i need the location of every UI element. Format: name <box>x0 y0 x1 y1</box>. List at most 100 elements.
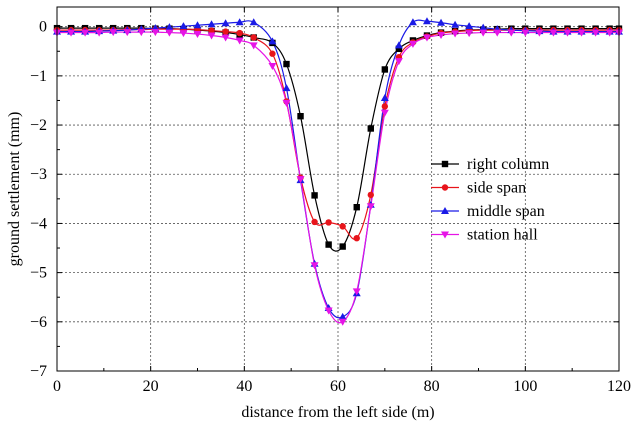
point-side-span <box>325 219 332 226</box>
point-right-column <box>297 113 304 120</box>
point-station-hall <box>123 29 132 37</box>
point-station-hall <box>249 42 258 50</box>
x-tick-label: 100 <box>513 378 537 395</box>
x-tick-label: 120 <box>607 378 631 395</box>
point-station-hall <box>221 34 230 42</box>
point-middle-span <box>207 20 216 28</box>
x-tick-label: 60 <box>330 378 346 395</box>
grid <box>57 7 619 371</box>
point-middle-span <box>408 18 417 26</box>
point-station-hall <box>408 40 417 48</box>
point-middle-span <box>179 22 188 30</box>
point-side-span <box>367 191 374 199</box>
point-station-hall <box>151 29 160 37</box>
point-station-hall <box>193 31 202 39</box>
point-station-hall <box>268 63 277 71</box>
point-station-hall <box>437 32 446 40</box>
point-station-hall <box>591 29 600 37</box>
point-right-column <box>381 66 389 73</box>
point-station-hall <box>563 29 572 37</box>
y-tick-label: 0 <box>39 19 47 36</box>
point-side-span <box>222 28 229 35</box>
point-station-hall <box>310 262 319 270</box>
point-station-hall <box>535 29 544 37</box>
point-middle-span <box>380 94 389 101</box>
point-middle-span <box>221 19 230 27</box>
point-middle-span <box>394 41 403 49</box>
x-tick-label: 0 <box>53 378 61 395</box>
point-station-hall <box>352 288 361 296</box>
point-station-hall <box>207 32 216 40</box>
point-station-hall <box>296 176 305 184</box>
point-station-hall <box>95 29 104 37</box>
legend-marker-station-hall <box>441 231 449 239</box>
point-middle-span <box>479 23 488 31</box>
y-tick-label: −1 <box>30 68 47 85</box>
point-side-span <box>353 234 360 242</box>
point-middle-span <box>249 18 258 26</box>
point-station-hall <box>282 99 291 107</box>
point-station-hall <box>67 29 76 37</box>
legend: right column side span middle span station … <box>431 156 549 244</box>
point-station-hall <box>366 203 375 211</box>
point-side-span <box>269 50 276 57</box>
point-station-hall <box>507 29 516 37</box>
point-side-span <box>236 29 243 37</box>
x-tick-label: 80 <box>424 378 440 395</box>
point-station-hall <box>521 29 530 37</box>
y-tick-label: −3 <box>30 166 47 183</box>
point-side-span <box>250 34 257 41</box>
point-right-column <box>311 192 318 199</box>
point-middle-span <box>235 18 244 26</box>
point-middle-span <box>465 22 474 30</box>
legend-marker-middle-span <box>441 207 449 214</box>
y-tick-label: −2 <box>30 117 47 134</box>
point-middle-span <box>282 84 291 92</box>
legend-marker-right-column <box>441 160 449 168</box>
legend-marker-side-span <box>441 184 449 191</box>
y-tick-label: −7 <box>30 363 47 380</box>
point-right-column <box>395 45 403 53</box>
point-station-hall <box>338 318 347 326</box>
point-station-hall <box>235 37 244 45</box>
y-tick-label: −4 <box>30 215 47 232</box>
point-station-hall <box>394 58 403 66</box>
point-station-hall <box>605 29 614 37</box>
point-station-hall <box>493 29 502 37</box>
point-station-hall <box>81 29 90 37</box>
point-station-hall <box>137 29 146 37</box>
point-middle-span <box>437 18 446 26</box>
point-middle-span <box>193 21 202 29</box>
point-side-span <box>208 27 215 34</box>
point-middle-span <box>451 20 460 28</box>
x-axis-title: distance from the left side (m) <box>241 404 434 421</box>
legend-label-right-column: right column <box>467 156 549 173</box>
point-right-column <box>325 241 332 248</box>
data-markers <box>53 17 623 326</box>
x-tick-label: 20 <box>143 378 159 395</box>
point-station-hall <box>465 30 474 38</box>
point-station-hall <box>165 29 174 37</box>
point-middle-span <box>268 37 277 45</box>
point-right-column <box>339 243 346 250</box>
point-right-column <box>283 60 290 68</box>
point-right-column <box>353 204 360 211</box>
point-station-hall <box>422 34 431 42</box>
point-station-hall <box>324 307 333 315</box>
point-station-hall <box>109 29 118 37</box>
point-right-column <box>367 125 374 132</box>
point-station-hall <box>577 29 586 37</box>
point-station-hall <box>479 29 488 37</box>
point-middle-span <box>422 17 431 25</box>
y-tick-label: −6 <box>30 314 47 331</box>
point-side-span <box>381 103 389 110</box>
x-tick-label: 40 <box>236 378 252 395</box>
point-middle-span <box>165 23 174 31</box>
point-station-hall <box>549 29 558 37</box>
point-side-span <box>339 223 346 230</box>
legend-label-middle-span: middle span <box>467 203 545 220</box>
point-side-span <box>311 218 318 226</box>
point-station-hall <box>451 30 460 38</box>
point-middle-span <box>338 312 347 320</box>
